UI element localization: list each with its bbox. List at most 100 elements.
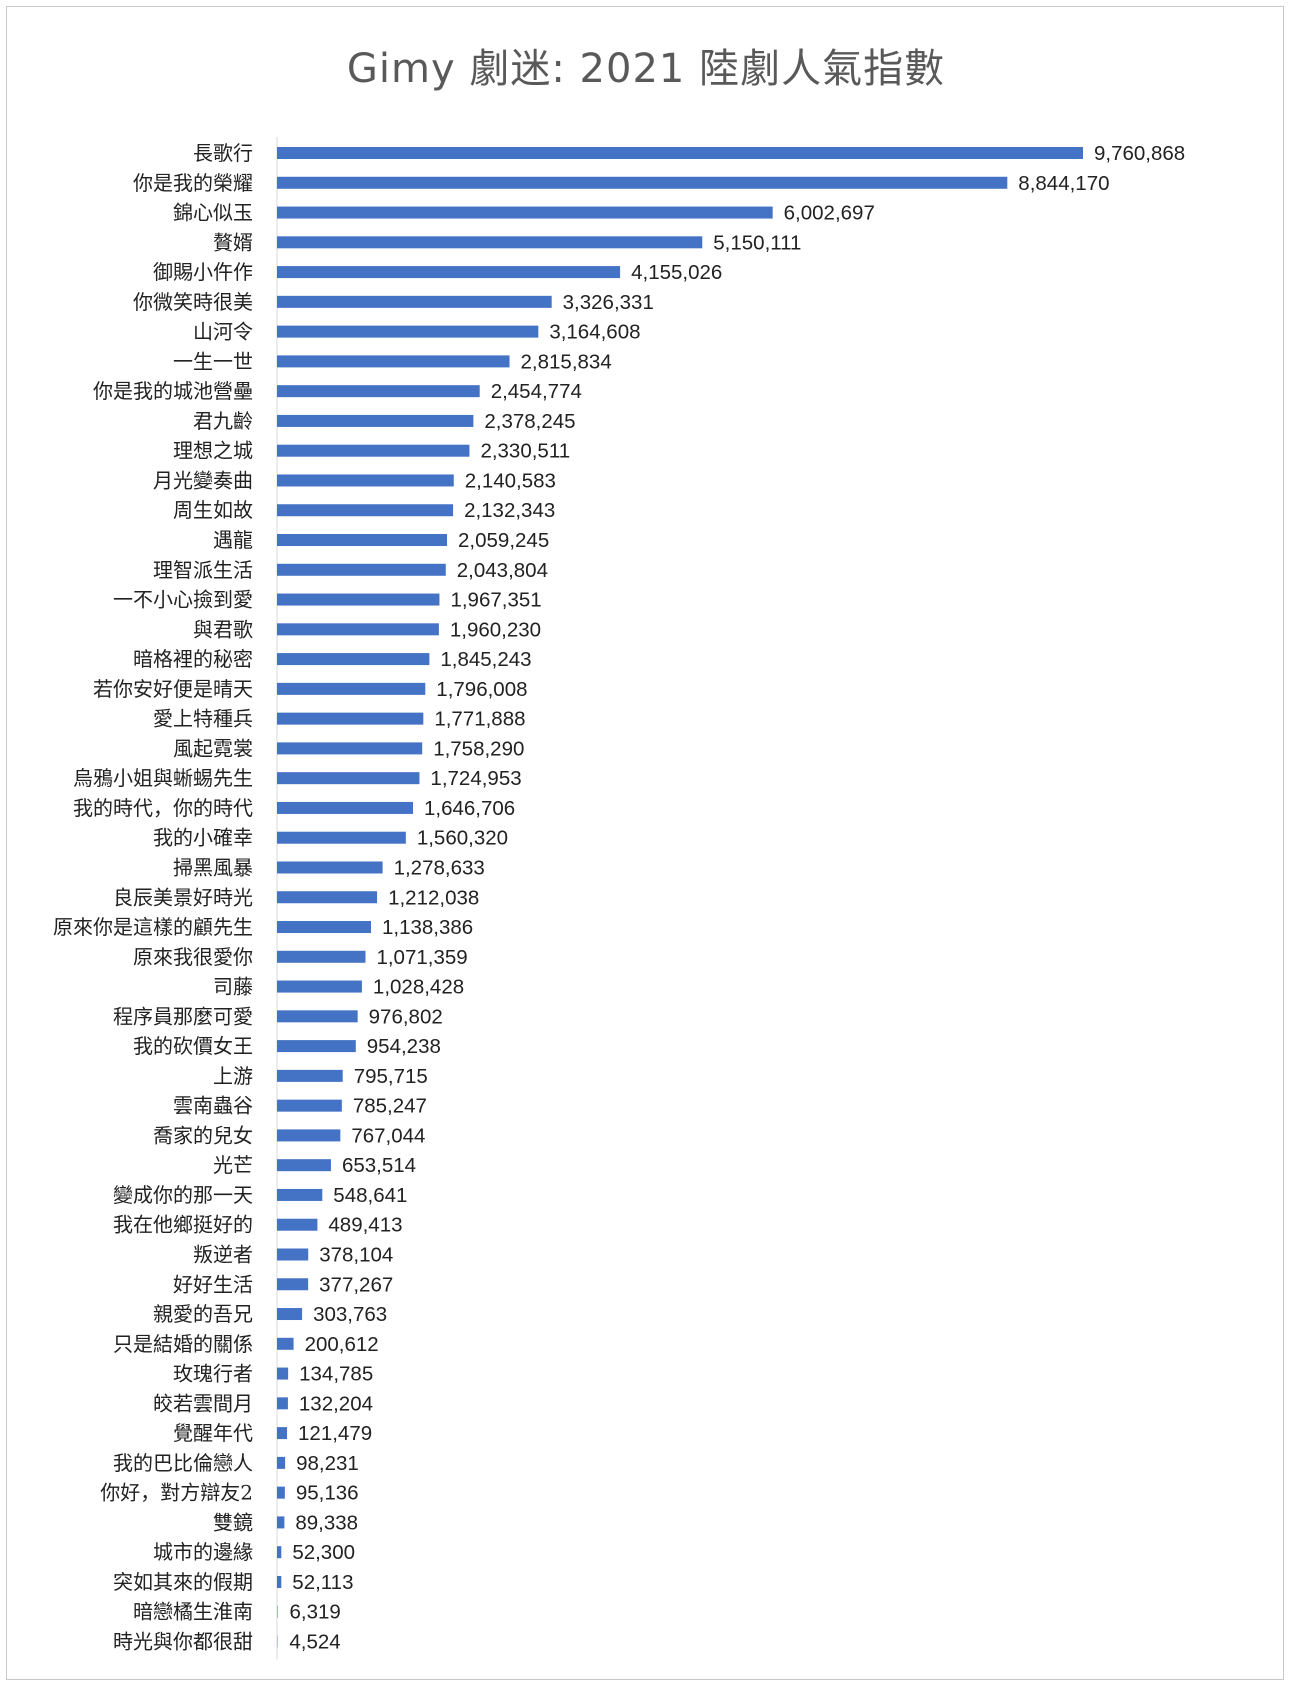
value-label: 8,844,170 <box>1018 172 1109 195</box>
value-label: 1,771,888 <box>434 708 525 731</box>
category-label: 我在他鄉挺好的 <box>113 1213 253 1237</box>
value-label: 1,845,243 <box>440 648 531 671</box>
bar <box>277 1308 303 1321</box>
value-label: 3,164,608 <box>549 321 640 344</box>
category-label: 雙鏡 <box>213 1510 253 1534</box>
bar <box>277 682 426 695</box>
category-label: 御賜小仵作 <box>153 260 253 284</box>
bar <box>277 891 378 904</box>
category-label: 贅婿 <box>213 230 253 254</box>
value-label: 2,330,511 <box>480 440 570 463</box>
category-label: 覺醒年代 <box>173 1421 253 1445</box>
bar <box>277 385 480 398</box>
category-label: 周生如故 <box>173 498 253 522</box>
value-label: 377,267 <box>319 1273 393 1296</box>
value-label: 132,204 <box>299 1392 373 1415</box>
bar <box>277 1575 282 1588</box>
category-label: 掃黑風暴 <box>173 855 253 879</box>
category-label: 風起霓裳 <box>173 736 253 760</box>
value-label: 89,338 <box>295 1511 358 1534</box>
value-label: 976,802 <box>369 1005 443 1028</box>
category-label: 你微笑時很美 <box>133 290 253 314</box>
category-label: 時光與你都很甜 <box>113 1630 253 1654</box>
bar <box>277 563 446 576</box>
bar <box>277 147 1083 159</box>
bar <box>277 1040 356 1053</box>
value-label: 98,231 <box>296 1452 359 1475</box>
category-label: 山河令 <box>193 320 253 344</box>
bar <box>277 593 440 606</box>
bar <box>277 176 1008 189</box>
bar <box>277 1486 285 1499</box>
value-label: 1,138,386 <box>382 916 473 939</box>
category-label: 一生一世 <box>173 349 253 373</box>
value-label: 2,378,245 <box>484 410 575 433</box>
category-label: 變成你的那一天 <box>113 1183 253 1207</box>
value-label: 548,641 <box>333 1184 407 1207</box>
category-label: 突如其來的假期 <box>113 1570 253 1594</box>
bar <box>277 295 552 308</box>
value-label: 1,724,953 <box>430 767 521 790</box>
bar <box>277 772 420 785</box>
value-label: 4,155,026 <box>631 261 722 284</box>
category-label: 理想之城 <box>173 439 253 463</box>
category-label: 月光變奏曲 <box>153 468 253 492</box>
value-label: 1,960,230 <box>450 618 541 641</box>
value-label: 6,002,697 <box>784 202 875 225</box>
bar <box>277 1516 285 1529</box>
category-label: 愛上特種兵 <box>153 707 253 731</box>
bar <box>277 623 439 636</box>
value-label: 95,136 <box>296 1482 359 1505</box>
bar <box>277 1248 309 1261</box>
bar <box>277 742 423 755</box>
value-label: 5,150,111 <box>713 231 801 254</box>
chart-title: Gimy 劇迷: 2021 陸劇人氣指數 <box>346 46 946 92</box>
value-label: 9,760,868 <box>1094 142 1185 165</box>
bars-layer: 長歌行 9,760,868 你是我的榮耀 8,844,170 錦心似玉 6,002,697… <box>53 137 1185 1660</box>
bar <box>277 801 413 814</box>
bar <box>277 1069 343 1082</box>
value-label: 303,763 <box>313 1303 387 1326</box>
value-label: 378,104 <box>319 1243 393 1266</box>
value-label: 134,785 <box>299 1363 373 1386</box>
bar <box>277 414 474 427</box>
bar <box>277 712 424 725</box>
bar <box>277 1605 278 1618</box>
category-label: 你是我的城池營壘 <box>93 379 253 403</box>
category-label: 上游 <box>213 1064 253 1088</box>
bar <box>277 1099 342 1112</box>
category-label: 君九齡 <box>193 409 253 433</box>
category-label: 親愛的吾兄 <box>153 1302 253 1326</box>
bar <box>277 1337 294 1350</box>
category-label: 我的巴比倫戀人 <box>113 1451 253 1475</box>
value-label: 1,758,290 <box>433 737 524 760</box>
value-label: 1,212,038 <box>388 886 479 909</box>
bar <box>277 980 362 993</box>
category-label: 烏鴉小姐與蜥蜴先生 <box>73 766 253 790</box>
bar <box>277 1010 358 1023</box>
category-label: 長歌行 <box>193 141 253 165</box>
category-label: 一不小心撿到愛 <box>113 588 253 612</box>
category-label: 理智派生活 <box>153 558 253 582</box>
category-label: 城市的邊緣 <box>153 1540 253 1564</box>
category-label: 叛逆者 <box>193 1242 253 1266</box>
category-label: 雲南蟲谷 <box>173 1094 253 1118</box>
bar <box>277 950 366 963</box>
category-label: 你好，對方辯友2 <box>100 1481 253 1505</box>
bar <box>277 1218 318 1231</box>
category-label: 若你安好便是晴天 <box>93 677 253 701</box>
category-label: 與君歌 <box>193 617 253 641</box>
category-label: 程序員那麼可愛 <box>113 1004 253 1028</box>
category-label: 原來我很愛你 <box>133 945 253 969</box>
category-label: 你是我的榮耀 <box>133 171 253 195</box>
value-label: 2,132,343 <box>464 499 555 522</box>
category-label: 暗格裡的秘密 <box>133 647 253 671</box>
category-label: 司藤 <box>213 975 253 999</box>
bar <box>277 504 454 517</box>
value-label: 6,319 <box>290 1601 341 1624</box>
category-label: 喬家的兒女 <box>153 1123 253 1147</box>
value-label: 200,612 <box>305 1333 379 1356</box>
value-label: 2,059,245 <box>458 529 549 552</box>
category-label: 錦心似玉 <box>173 201 253 225</box>
value-label: 52,300 <box>292 1541 355 1564</box>
